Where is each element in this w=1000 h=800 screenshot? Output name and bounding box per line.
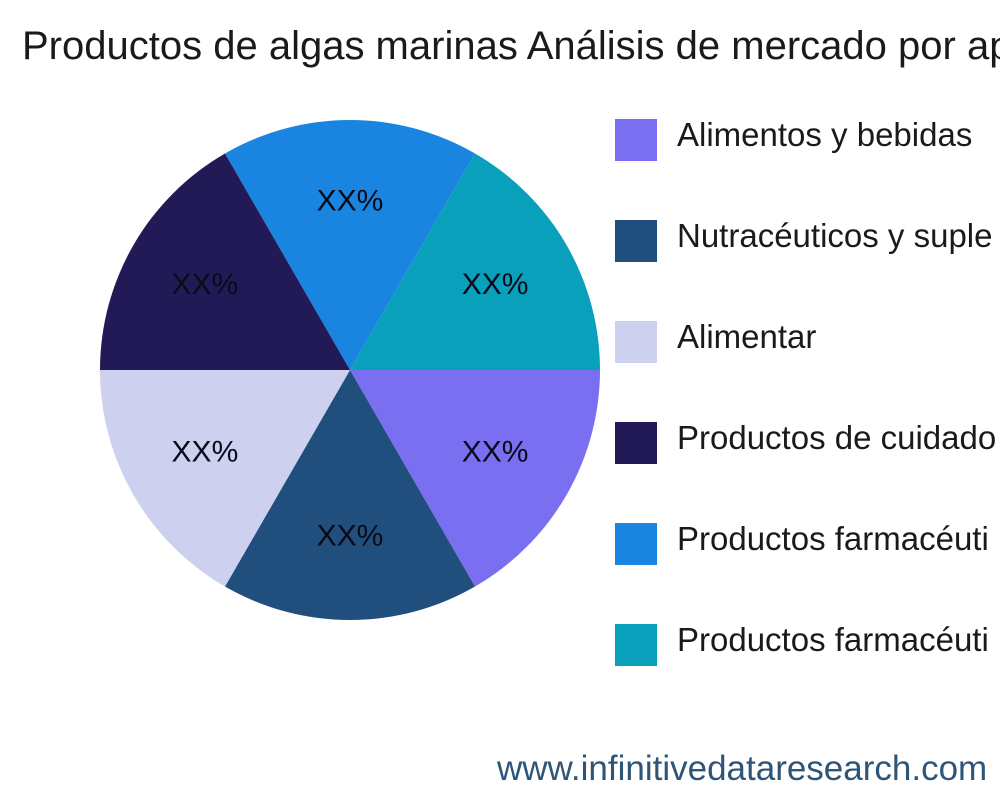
svg-text:XX%: XX% — [172, 436, 239, 469]
svg-text:XX%: XX% — [172, 268, 239, 301]
svg-text:XX%: XX% — [317, 184, 384, 217]
svg-text:XX%: XX% — [462, 436, 529, 469]
svg-text:XX%: XX% — [462, 268, 529, 301]
svg-text:XX%: XX% — [317, 519, 384, 552]
